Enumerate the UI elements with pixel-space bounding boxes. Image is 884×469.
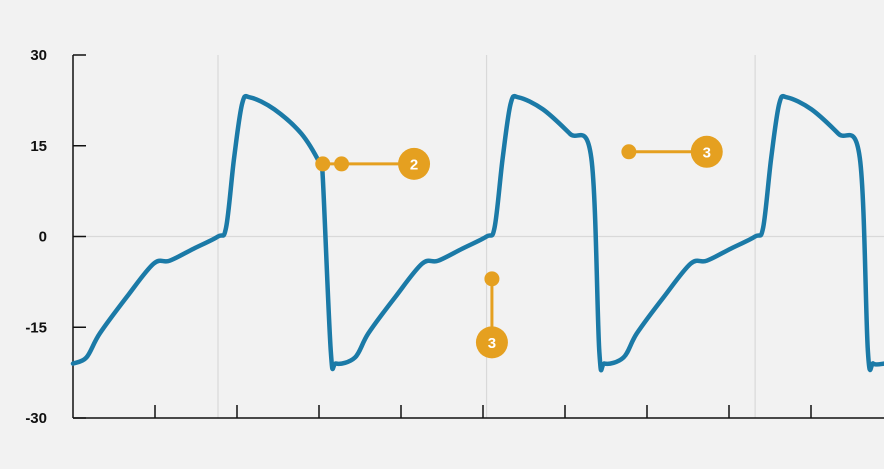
annotation-badge-label: 3 — [703, 144, 711, 161]
annotation-badge — [690, 135, 723, 168]
annotations: 2 3 3 — [315, 135, 723, 359]
series-line — [70, 93, 884, 373]
annotation-badge — [475, 326, 508, 359]
annotation-dot — [315, 156, 331, 172]
annotation-dot — [621, 144, 637, 160]
y-tick-label: -30 — [25, 410, 47, 427]
y-tick-label: 30 — [30, 47, 47, 64]
series — [70, 93, 884, 373]
annotation-2: 3 — [475, 271, 508, 359]
annotation-dot — [484, 271, 500, 287]
annotation-3: 3 — [621, 135, 723, 168]
annotation-dot — [334, 156, 350, 172]
annotation-badge — [398, 147, 431, 180]
annotation-1: 2 — [315, 147, 431, 180]
y-tick-label: 0 — [39, 229, 47, 246]
y-tick-label: 15 — [30, 138, 47, 155]
y-tick-label: -15 — [25, 319, 47, 336]
y-tick-labels: 30 15 0 -15 -30 — [25, 47, 47, 427]
annotation-badge-label: 2 — [410, 156, 418, 173]
annotation-badge-label: 3 — [488, 335, 496, 352]
axes — [72, 54, 884, 419]
